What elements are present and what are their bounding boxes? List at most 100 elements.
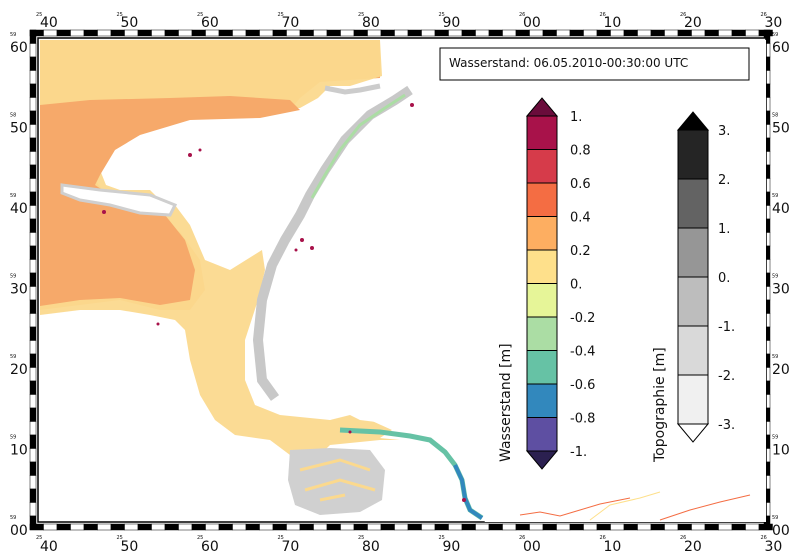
frame-segment [556, 29, 571, 37]
y-tick-label: 50 [10, 121, 28, 137]
colorbar-label: -3. [718, 418, 735, 433]
y-tick-label: 10 [772, 443, 790, 459]
y-tick-small-label: 59 [772, 354, 778, 360]
tidal-channels [299, 458, 376, 502]
x-tick-label: 40 [40, 15, 58, 31]
frame-segment [313, 523, 328, 531]
frame-segment [299, 29, 314, 37]
frame-segment [650, 523, 665, 531]
frame-segment [583, 29, 598, 37]
frame-segment [623, 523, 638, 531]
frame-segment [83, 29, 98, 37]
frame-segment [745, 29, 760, 37]
frame-segment [29, 97, 37, 112]
frame-segment [650, 29, 665, 37]
colorbar-bottom-triangle [676, 423, 710, 443]
frame-segment [110, 523, 125, 531]
y-tick-label: 40 [772, 201, 790, 217]
frame-segment [29, 515, 37, 530]
colorbar-band [526, 149, 558, 184]
y-tick-small-label: 58 [10, 113, 16, 119]
x-tick-small-label: 25 [36, 535, 42, 541]
frame-segment [29, 394, 37, 409]
shoreline-green [310, 93, 406, 199]
x-tick-label: 50 [121, 15, 139, 31]
y-tick-small-label: 59 [772, 435, 778, 441]
colorbar-label: -0.4 [570, 345, 595, 360]
frame-segment [745, 523, 760, 531]
x-tick-label: 80 [362, 539, 380, 555]
frame-segment [29, 380, 37, 395]
frame-segment [29, 124, 37, 139]
y-tick-small-label: 58 [772, 113, 778, 119]
frame-segment [29, 232, 37, 247]
frame-segment [691, 523, 706, 531]
frame-segment [380, 523, 395, 531]
frame-segment [232, 29, 247, 37]
y-tick-small-label: 59 [772, 274, 778, 280]
river-lower [453, 464, 484, 520]
frame-segment [70, 29, 85, 37]
colorbar-label: -0.8 [570, 412, 595, 427]
y-tick-small-label: 59 [10, 274, 16, 280]
frame-segment [502, 29, 517, 37]
frame-segment [29, 448, 37, 463]
colorbar-band [677, 178, 709, 229]
frame-segment [29, 164, 37, 179]
frame-segment [29, 407, 37, 422]
colorbar-label: -0.6 [570, 378, 595, 393]
frame-segment [43, 523, 58, 531]
y-tick-label: 20 [10, 362, 28, 378]
x-tick-small-label: 26 [680, 535, 686, 541]
frame-segment [29, 110, 37, 125]
frame-segment [353, 523, 368, 531]
frame-segment [178, 523, 193, 531]
frame-segment [556, 523, 571, 531]
y-tick-label: 40 [10, 201, 28, 217]
colorbar-band [677, 325, 709, 376]
frame-segment [29, 299, 37, 314]
frame-segment [137, 29, 152, 37]
frame-segment [29, 353, 37, 368]
colorbar-label: 1. [718, 222, 730, 237]
frame-segment [29, 218, 37, 233]
x-tick-small-label: 25 [278, 12, 284, 18]
frame-segment [610, 523, 625, 531]
x-tick-small-label: 25 [36, 12, 42, 18]
frame-segment [178, 29, 193, 37]
frame-segment [569, 523, 584, 531]
x-tick-label: 00 [523, 15, 541, 31]
frame-segment [29, 502, 37, 517]
tributaries-2 [589, 491, 661, 521]
frame-right-border [763, 29, 771, 530]
y-tick-small-label: 59 [10, 354, 16, 360]
frame-segment [718, 523, 733, 531]
frame-segment [421, 523, 436, 531]
land-east [258, 40, 766, 522]
y-tick-label: 30 [772, 282, 790, 298]
x-tick-label: 80 [362, 15, 380, 31]
y-tick-label: 50 [772, 121, 790, 137]
frame-segment [29, 259, 37, 274]
frame-segment [542, 29, 557, 37]
frame-segment [299, 523, 314, 531]
frame-segment [475, 523, 490, 531]
colorbar-band [526, 216, 558, 251]
x-tick-label: 90 [443, 539, 461, 555]
frame-segment [97, 523, 112, 531]
x-tick-label: 90 [443, 15, 461, 31]
frame-segment [637, 29, 652, 37]
frame-segment [29, 191, 37, 206]
colorbar-label: 0.4 [570, 211, 591, 226]
x-tick-label: 40 [40, 539, 58, 555]
x-tick-label: 70 [282, 15, 300, 31]
frame-segment [596, 523, 611, 531]
frame-segment [407, 523, 422, 531]
frame-segment [623, 29, 638, 37]
frame-segment [731, 523, 746, 531]
water-colorbar-title: Wasserstand [m] [498, 343, 514, 462]
frame-segment [218, 523, 233, 531]
frame-segment [29, 313, 37, 328]
